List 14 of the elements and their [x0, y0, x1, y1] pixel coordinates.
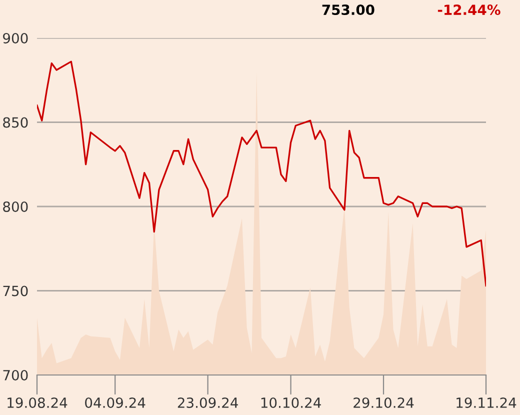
y-tick-label: 700	[3, 370, 28, 380]
line-series	[37, 60, 486, 287]
x-tick-label: 10.10.24	[261, 397, 321, 408]
y-tick-label: 800	[3, 201, 28, 212]
x-tick-label: 19.08.24	[8, 397, 68, 408]
x-tick-label: 29.10.24	[354, 397, 414, 408]
x-tick-label: 19.11.24	[456, 397, 516, 408]
y-tick-label: 850	[3, 117, 28, 128]
y-tick-label: 750	[3, 286, 28, 296]
y-tick-label: 900	[3, 32, 28, 44]
x-tick-label: 04.09.24	[85, 397, 146, 408]
text: -12.44%	[438, 4, 500, 16]
x-tick-label: 23.09.24	[178, 397, 238, 408]
text: 753.00	[322, 4, 374, 16]
